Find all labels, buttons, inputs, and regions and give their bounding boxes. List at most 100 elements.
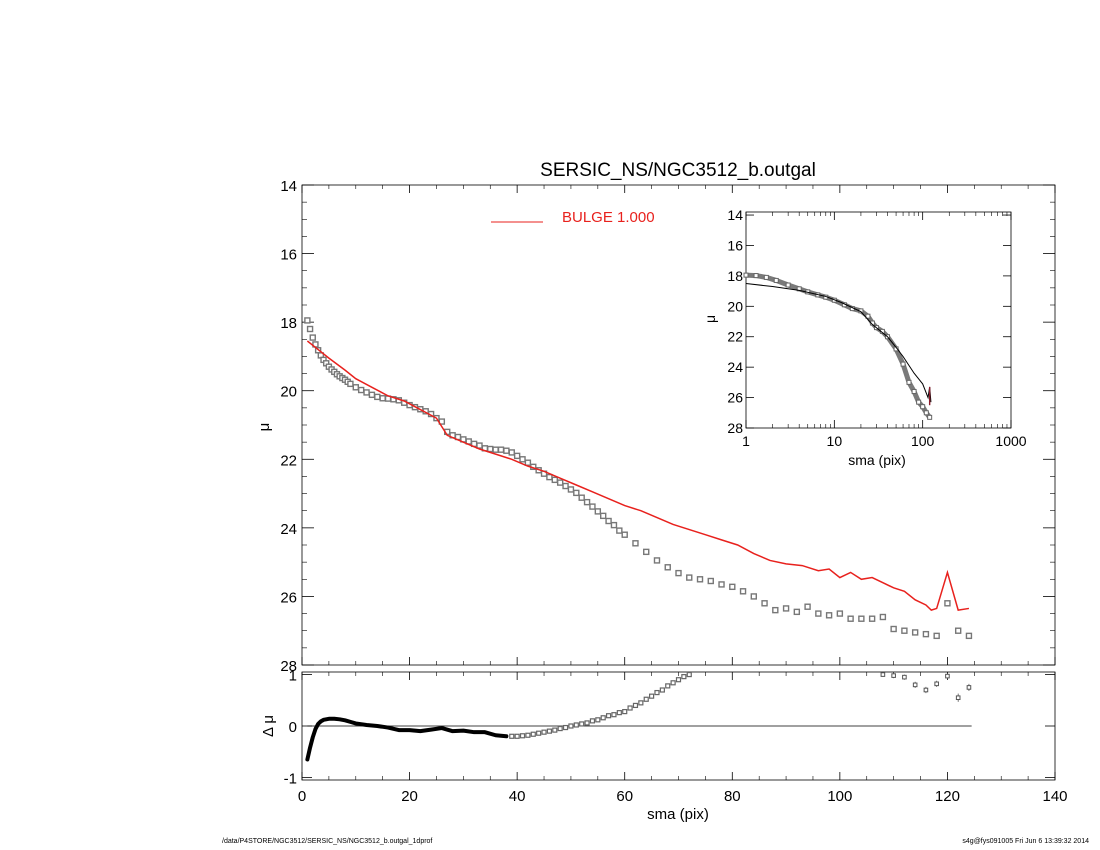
data-point — [567, 486, 575, 493]
residual-point — [541, 729, 547, 735]
residual-point — [675, 677, 682, 683]
data-point — [879, 613, 887, 621]
inset-y-tick-label: 16 — [727, 237, 743, 253]
data-point — [347, 380, 354, 388]
residual-point — [546, 728, 553, 734]
inset-panel: 1 10 100 1000 14 16 18 20 22 24 26 28 sma (pix) μ — [702, 207, 1027, 468]
residual-error-point — [934, 681, 939, 687]
main-panel: 14 16 18 20 22 24 26 28 μ BULGE 1.000 — [256, 178, 1056, 675]
inset-x-tick-label: 100 — [911, 433, 935, 449]
data-point — [890, 625, 897, 633]
data-point — [551, 476, 558, 484]
inset-y-tick-label: 20 — [727, 298, 743, 314]
data-point — [368, 391, 376, 399]
residual-point — [622, 708, 628, 715]
data-point — [632, 540, 639, 547]
residual-point — [509, 733, 515, 739]
data-point — [363, 389, 370, 396]
data-point — [374, 393, 381, 401]
data-point — [605, 517, 612, 525]
data-point — [352, 384, 359, 391]
residual-error-point — [880, 672, 886, 677]
residual-point — [632, 702, 639, 709]
data-point — [524, 459, 532, 466]
data-point — [686, 574, 693, 581]
data-point — [513, 452, 521, 460]
residual-point — [670, 680, 676, 686]
main-y-tick-label: 28 — [280, 658, 297, 675]
inset-y-tick-label: 14 — [727, 207, 743, 223]
data-point — [309, 334, 316, 341]
inset-y-axis-label: μ — [702, 315, 718, 323]
residual-point — [638, 700, 644, 706]
x-tick-label: 0 — [298, 788, 306, 805]
inset-y-tick-label: 28 — [727, 420, 743, 436]
data-point — [782, 605, 790, 612]
inset-data-point — [923, 410, 929, 416]
data-point — [944, 600, 951, 607]
residual-point — [649, 693, 655, 699]
data-point — [696, 576, 704, 583]
residual-point — [643, 696, 649, 702]
inset-frame — [745, 211, 1012, 429]
residual-point — [686, 671, 692, 678]
data-point — [492, 446, 499, 453]
data-point — [858, 615, 865, 622]
footer-file-path: /data/P4STORE/NGC3512/SERSIC_NS/NGC3512_… — [222, 838, 433, 845]
inset-y-tick-label: 26 — [727, 390, 743, 406]
data-point — [643, 548, 650, 556]
inset-y-tick-label: 24 — [727, 359, 743, 375]
residual-point — [562, 724, 569, 731]
inset-data-point — [763, 274, 769, 280]
data-point — [868, 615, 876, 622]
data-point — [562, 482, 569, 490]
data-point — [825, 612, 833, 619]
main-y-tick-label: 26 — [280, 589, 297, 606]
inset-x-tick-label: 1000 — [995, 433, 1026, 449]
inset-data-point — [743, 272, 749, 278]
residual-point — [552, 727, 558, 733]
data-point — [487, 445, 494, 453]
data-point — [573, 489, 580, 497]
data-point — [476, 442, 483, 449]
legend-label: BULGE 1.000 — [562, 209, 655, 226]
residual-error-point — [955, 695, 961, 701]
inset-y-tick-label: 18 — [727, 268, 743, 284]
residual-point — [589, 718, 596, 724]
residual-point — [579, 721, 585, 727]
residual-point — [665, 683, 671, 689]
x-axis-label: sma (pix) — [647, 806, 709, 823]
x-tick-label: 80 — [724, 788, 741, 805]
residual-y-tick-label: -1 — [284, 770, 297, 787]
residual-error-point — [923, 687, 929, 693]
data-point — [729, 583, 736, 591]
data-point — [911, 629, 919, 636]
x-tick-label: 40 — [509, 788, 526, 805]
data-point — [664, 564, 671, 571]
chart-title: SERSIC_NS/NGC3512_b.outgal — [540, 160, 816, 181]
inset-data-point — [911, 388, 917, 394]
inset-x-tick-label: 10 — [827, 433, 843, 449]
residual-y-axis-label: Δ μ — [260, 715, 277, 737]
x-tick-label: 140 — [1042, 788, 1067, 805]
inset-x-tick-label: 1 — [742, 433, 750, 449]
inset-y-tick-label: 22 — [727, 329, 743, 345]
residual-point — [514, 733, 520, 739]
data-point — [922, 630, 930, 638]
data-point — [653, 557, 661, 564]
data-point — [503, 447, 510, 454]
main-y-tick-label: 16 — [280, 247, 297, 264]
bulge-model-line — [306, 340, 970, 611]
data-point — [583, 498, 591, 506]
residual-point — [627, 705, 633, 711]
data-point — [379, 395, 386, 402]
residual-point — [584, 720, 590, 726]
residual-point — [654, 689, 660, 696]
residual-y-tick-label: 1 — [289, 668, 297, 685]
inset-data-point — [927, 414, 933, 420]
data-point — [933, 632, 940, 640]
residual-point — [519, 733, 526, 739]
main-y-axis-label: μ — [256, 423, 273, 432]
data-point — [750, 593, 757, 600]
